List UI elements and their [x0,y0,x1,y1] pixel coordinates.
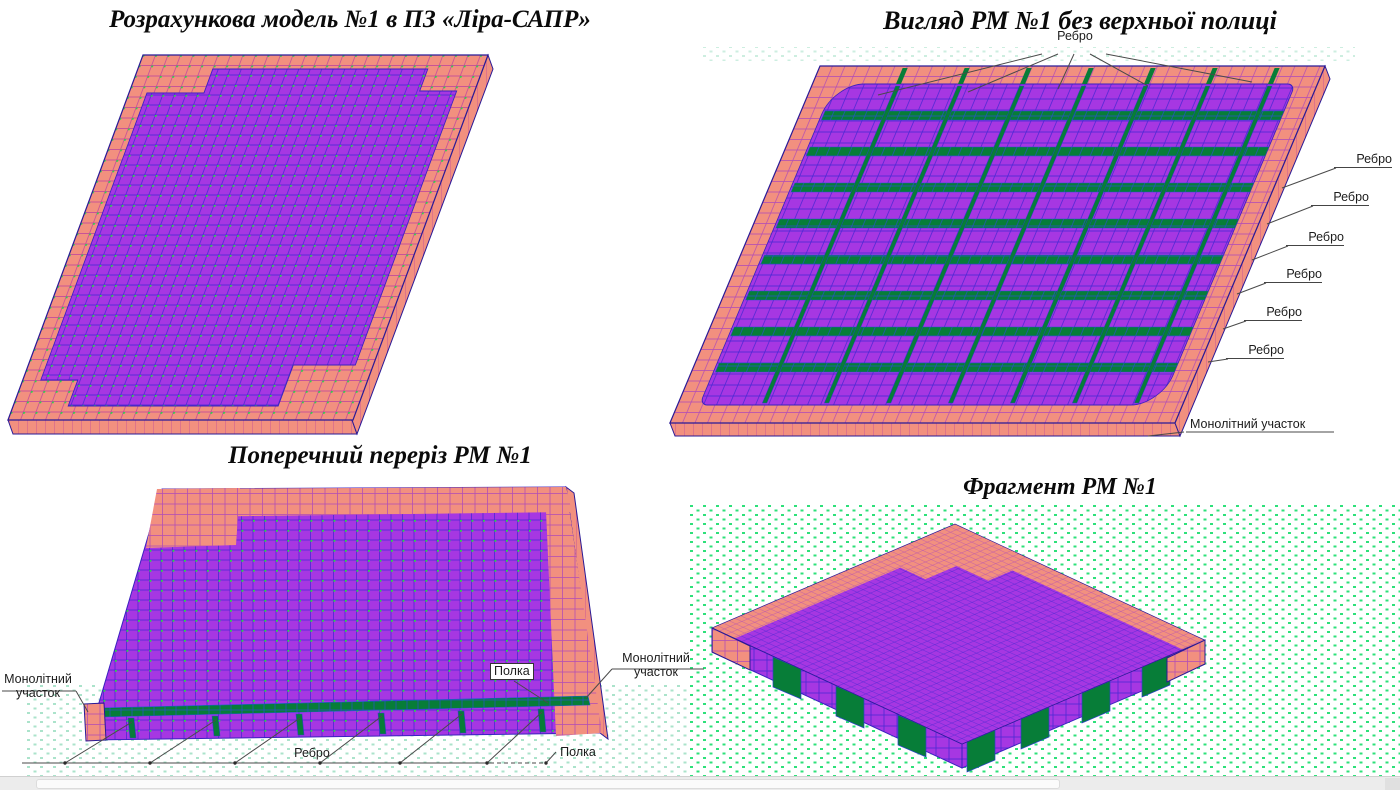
monolithic-area-label-right: Монолітний участок [622,651,690,680]
scrollbar-right-segment[interactable] [1385,778,1400,790]
model-fragment [711,523,1206,773]
model-top-left [7,53,494,436]
rib-top-fins [895,68,1280,84]
flange-label-boxed: Полка [490,663,534,681]
rib-callout-label: Ребро [1286,230,1344,247]
monolithic-area-label: Монолітний участок [1190,417,1306,431]
title-bottom-left: Поперечний переріз РМ №1 [228,442,532,469]
callout-leader-lines [2,53,1337,764]
model-cross-section [83,485,609,742]
rib-callout-label: Ребро [1264,267,1322,284]
rib-callout-label-top: Ребро [1057,29,1093,43]
rib-callout-label: Ребро [1334,152,1392,169]
title-top-right: Вигляд РМ №1 без верхньої полиці [883,6,1277,35]
rib-callout-label: Ребро [1244,305,1302,322]
title-bottom-right: Фрагмент РМ №1 [963,474,1157,500]
rib-callout-label: Ребро [1226,343,1284,360]
callout-line-dots [63,761,548,765]
rib-callout-label: Ребро [1311,190,1369,207]
flange-label-bottom: Полка [560,745,596,759]
title-top-left: Розрахункова модель №1 в ПЗ «Ліра-САПР» [109,6,591,33]
horizontal-scrollbar[interactable] [0,776,1400,790]
monolithic-area-label-left: Монолітний участок [4,672,72,701]
scrollbar-thumb[interactable] [36,779,1060,789]
rib-callout-label-bottom: Ребро [294,746,330,760]
model-top-right [669,64,1331,438]
